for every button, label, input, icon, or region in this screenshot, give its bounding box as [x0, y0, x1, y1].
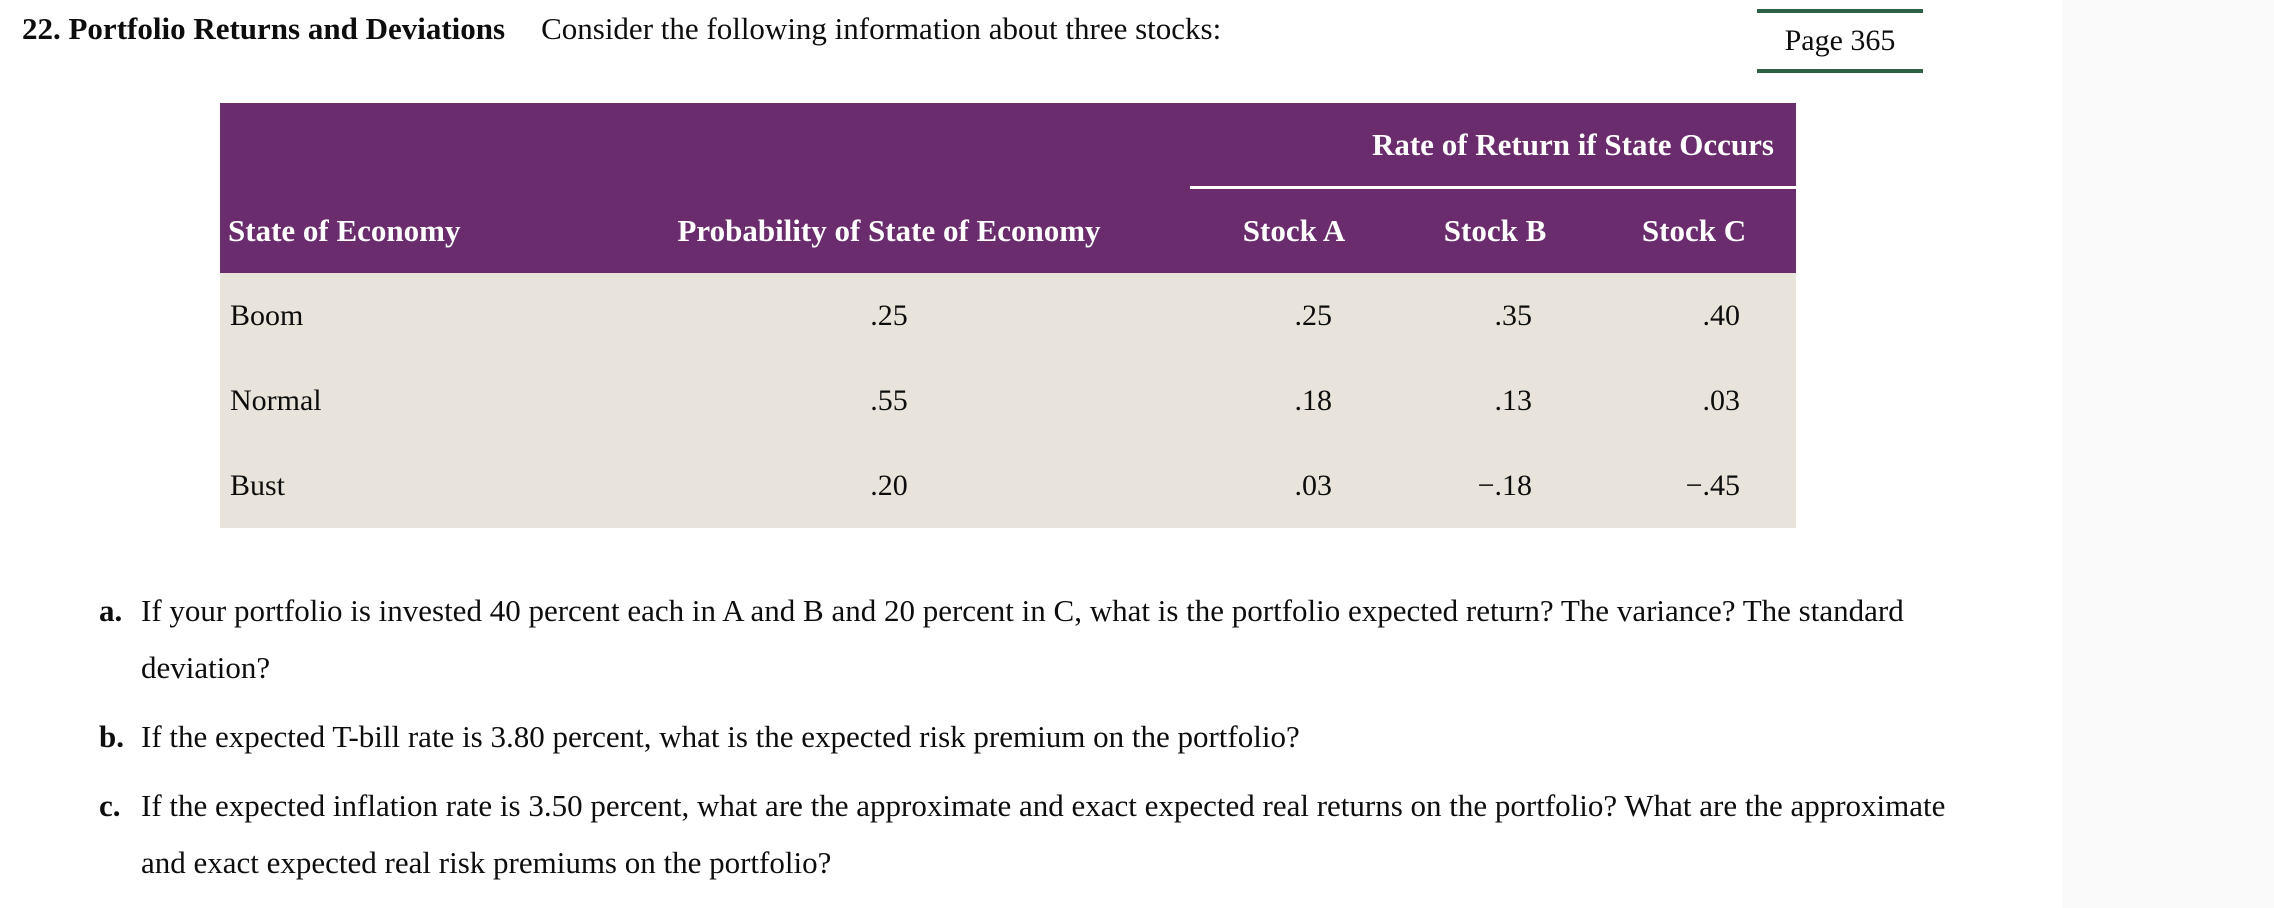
- cell-stock-b: −.18: [1477, 468, 1532, 502]
- cell-stock-a: .25: [1294, 298, 1333, 332]
- question-c: c. If the expected inflation rate is 3.5…: [99, 777, 1949, 891]
- cell-stock-b: .35: [1494, 298, 1533, 332]
- cell-stock-c: −.45: [1685, 468, 1740, 502]
- cell-probability: .55: [870, 383, 908, 417]
- cell-state: Boom: [230, 298, 304, 332]
- cell-state: Normal: [230, 383, 322, 417]
- question-a-text: If your portfolio is invested 40 percent…: [141, 593, 1904, 685]
- question-b: b. If the expected T-bill rate is 3.80 p…: [99, 708, 1949, 765]
- stock-returns-table: Rate of Return if State Occurs State of …: [220, 103, 1796, 528]
- table-group-header-spacer: [220, 103, 1190, 189]
- table-row-boom: Boom .25 .25 .35 .40: [220, 273, 1796, 358]
- cell-stock-c: .03: [1702, 383, 1741, 417]
- cell-probability: .20: [870, 468, 908, 502]
- column-header-stock-b: Stock B: [1443, 213, 1547, 248]
- cell-stock-b: .13: [1494, 383, 1533, 417]
- question-b-text: If the expected T-bill rate is 3.80 perc…: [141, 719, 1300, 754]
- column-header-stock-a: Stock A: [1242, 213, 1346, 248]
- cell-stock-a: .18: [1294, 383, 1333, 417]
- table-body: Boom .25 .25 .35 .40 Normal .55 .18 .13 …: [220, 273, 1796, 528]
- column-header-stock-c: Stock C: [1641, 213, 1747, 248]
- question-c-text: If the expected inflation rate is 3.50 p…: [141, 788, 1946, 880]
- question-a: a. If your portfolio is invested 40 perc…: [99, 582, 1949, 696]
- cell-stock-a: .03: [1294, 468, 1333, 502]
- page-reference[interactable]: Page 365: [1757, 9, 1923, 73]
- column-header-state: State of Economy: [228, 213, 461, 248]
- question-b-label: b.: [99, 719, 124, 754]
- question-list: a. If your portfolio is invested 40 perc…: [99, 582, 1949, 903]
- problem-heading: 22. Portfolio Returns and Deviations Cons…: [22, 6, 1221, 52]
- table-row-normal: Normal .55 .18 .13 .03: [220, 358, 1796, 443]
- question-a-label: a.: [99, 593, 123, 628]
- problem-intro: Consider the following information about…: [541, 11, 1222, 46]
- table-header: Rate of Return if State Occurs State of …: [220, 103, 1796, 273]
- problem-title: 22. Portfolio Returns and Deviations: [22, 11, 506, 46]
- group-header-rate-of-return: Rate of Return if State Occurs: [1190, 103, 1796, 189]
- table-group-header-row: Rate of Return if State Occurs: [220, 103, 1796, 189]
- cell-probability: .25: [870, 298, 908, 332]
- page-gutter: [2062, 0, 2274, 908]
- table-row-bust: Bust .20 .03 −.18 −.45: [220, 443, 1796, 528]
- cell-stock-c: .40: [1702, 298, 1741, 332]
- cell-state: Bust: [230, 468, 286, 502]
- question-c-label: c.: [99, 788, 121, 823]
- column-header-probability: Probability of State of Economy: [677, 213, 1101, 248]
- page-reference-label: Page 365: [1784, 24, 1896, 57]
- table-column-header-row: State of Economy Probability of State of…: [220, 189, 1796, 273]
